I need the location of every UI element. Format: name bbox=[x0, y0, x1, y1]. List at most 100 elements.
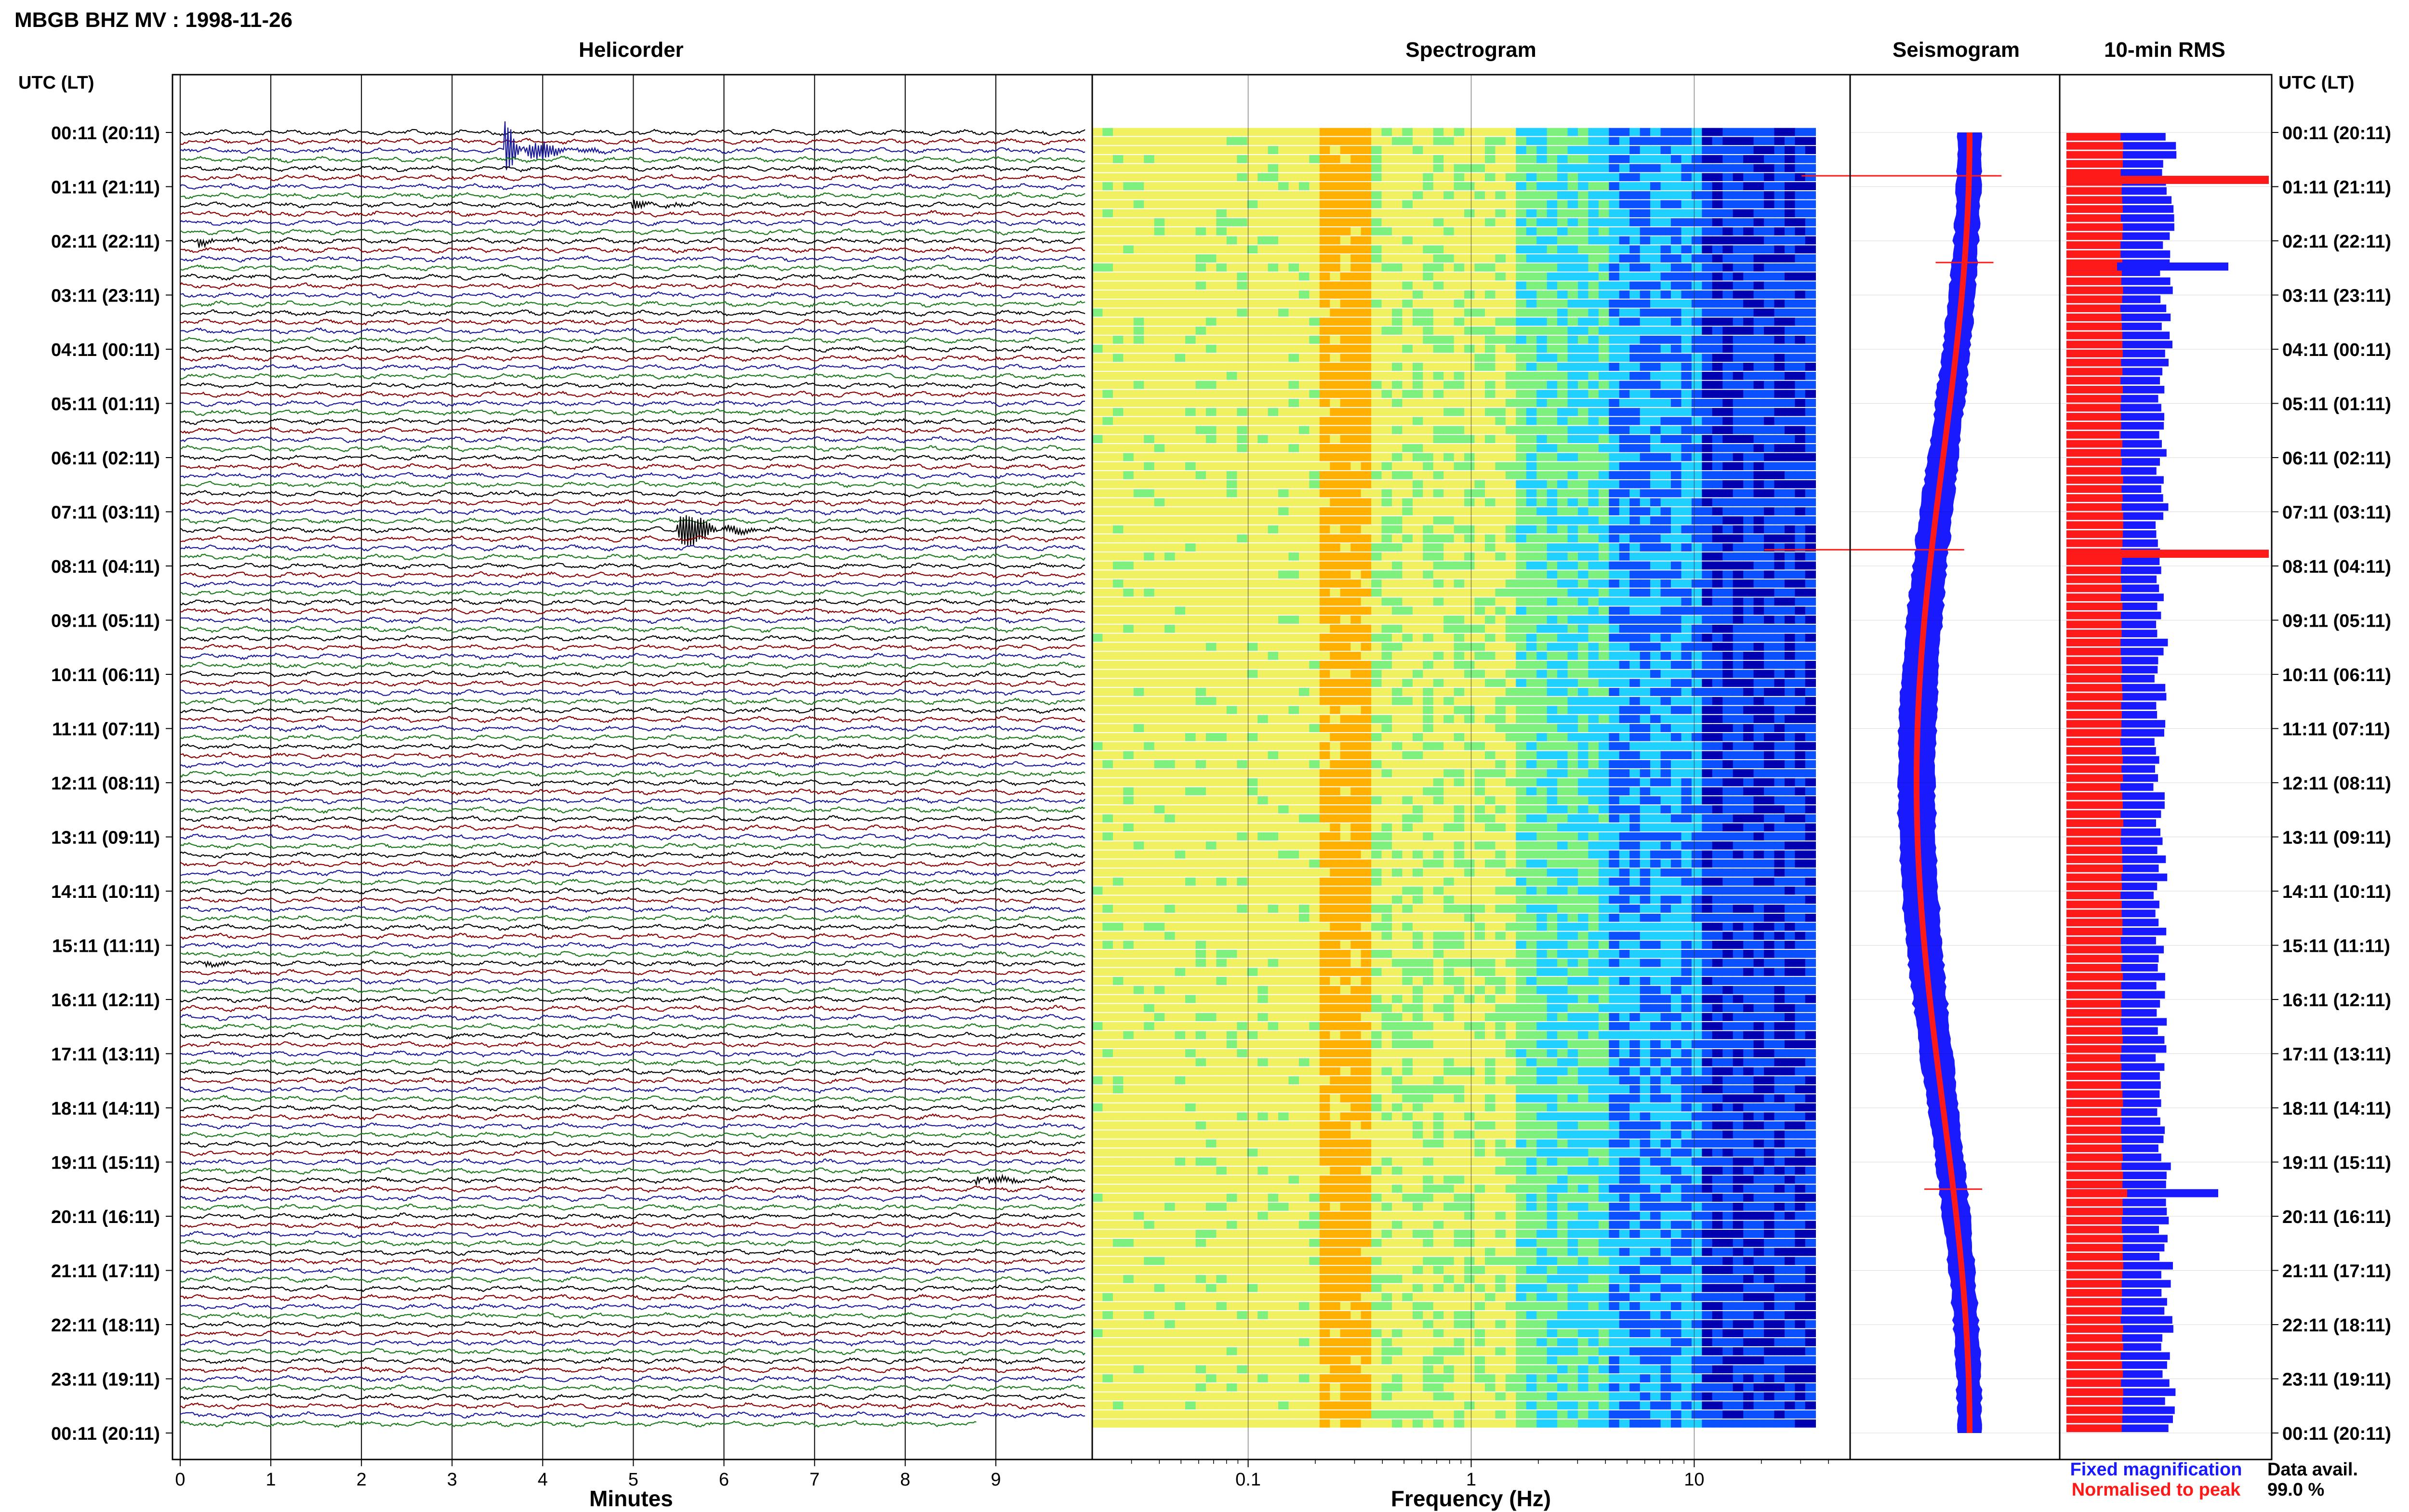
spectrogram-cell bbox=[1454, 164, 1465, 172]
spectrogram-cell bbox=[1195, 489, 1206, 498]
spectrogram-cell bbox=[1485, 471, 1496, 479]
spectrogram-cell bbox=[1319, 543, 1330, 552]
spectrogram-cell bbox=[1257, 652, 1269, 660]
spectrogram-cell bbox=[1133, 146, 1144, 154]
spectrogram-cell bbox=[1371, 344, 1382, 353]
spectrogram-cell bbox=[1144, 769, 1155, 777]
spectrogram-cell bbox=[1144, 552, 1155, 561]
spectrogram-cell bbox=[1309, 327, 1320, 335]
spectrogram-cell bbox=[1671, 381, 1682, 389]
spectrogram-cell bbox=[1712, 290, 1723, 299]
spectrogram-cell bbox=[1371, 742, 1382, 750]
spectrogram-cell bbox=[1165, 263, 1176, 272]
spectrogram-cell bbox=[1671, 209, 1682, 218]
spectrogram-cell bbox=[1205, 633, 1217, 642]
spectrogram-cell bbox=[1123, 317, 1134, 326]
spectrogram-cell bbox=[1516, 715, 1527, 723]
spectrogram-cell bbox=[1102, 435, 1113, 443]
spectrogram-cell bbox=[1350, 327, 1362, 335]
spectrogram-cell bbox=[1402, 579, 1413, 588]
spectrogram-cell bbox=[1753, 218, 1764, 226]
spectrogram-cell bbox=[1350, 381, 1362, 389]
spectrogram-cell bbox=[1092, 453, 1103, 461]
spectrogram-cell bbox=[1350, 128, 1362, 136]
spectrogram-cell bbox=[1691, 670, 1703, 678]
spectrogram-cell bbox=[1226, 344, 1237, 353]
spectrogram-cell bbox=[1144, 263, 1155, 272]
spectrogram-cell bbox=[1175, 552, 1186, 561]
spectrogram-cell bbox=[1298, 381, 1310, 389]
spectrogram-cell bbox=[1454, 263, 1465, 272]
spectrogram-cell bbox=[1785, 408, 1796, 416]
panel-title-seismogram: Seismogram bbox=[1893, 38, 2020, 62]
spectrogram-cell bbox=[1557, 471, 1568, 479]
spectrogram-cell bbox=[1247, 688, 1258, 696]
spectrogram-cell bbox=[1319, 371, 1330, 380]
spectrogram-cell bbox=[1702, 579, 1713, 588]
spectrogram-cell bbox=[1144, 453, 1155, 461]
spectrogram-cell bbox=[1464, 371, 1475, 380]
spectrogram-cell bbox=[1361, 200, 1372, 209]
spectrogram-cell bbox=[1340, 417, 1351, 425]
spectrogram-cell bbox=[1195, 327, 1206, 335]
spectrogram-cell bbox=[1609, 453, 1620, 461]
spectrogram-cell bbox=[1195, 633, 1206, 642]
spectrogram-cell bbox=[1288, 146, 1299, 154]
spectrogram-cell bbox=[1722, 760, 1734, 768]
spectrogram-cell bbox=[1381, 670, 1392, 678]
spectrogram-cell bbox=[1268, 579, 1279, 588]
spectrogram-cell bbox=[1464, 227, 1475, 236]
spectrogram-cell bbox=[1216, 724, 1227, 732]
spectrogram-cell bbox=[1423, 597, 1434, 606]
spectrogram-cell bbox=[1112, 182, 1124, 190]
spectrogram-cell bbox=[1268, 652, 1279, 660]
spectrogram-cell bbox=[1392, 281, 1403, 290]
spectrogram-cell bbox=[1609, 660, 1620, 669]
spectrogram-cell bbox=[1526, 561, 1537, 570]
spectrogram-cell bbox=[1660, 462, 1671, 471]
spectrogram-cell bbox=[1785, 462, 1796, 471]
spectrogram-cell bbox=[1671, 715, 1682, 723]
spectrogram-cell bbox=[1216, 263, 1227, 272]
spectrogram-cell bbox=[1412, 462, 1424, 471]
spectrogram-cell bbox=[1195, 281, 1206, 290]
spectrogram-cell bbox=[1753, 408, 1764, 416]
spectrogram-cell bbox=[1526, 399, 1537, 407]
spectrogram-cell bbox=[1774, 200, 1785, 209]
spectrogram-cell bbox=[1298, 146, 1310, 154]
spectrogram-cell bbox=[1185, 146, 1196, 154]
spectrogram-cell bbox=[1629, 480, 1641, 488]
spectrogram-cell bbox=[1733, 697, 1744, 705]
spectrogram-cell bbox=[1123, 552, 1134, 561]
spectrogram-cell bbox=[1205, 263, 1217, 272]
spectrogram-cell bbox=[1609, 516, 1620, 525]
spectrogram-cell bbox=[1547, 354, 1558, 362]
spectrogram-cell bbox=[1154, 236, 1165, 245]
spectrogram-cell bbox=[1681, 715, 1692, 723]
spectrogram-cell bbox=[1609, 579, 1620, 588]
spectrogram-cell bbox=[1619, 173, 1630, 182]
spectrogram-cell bbox=[1795, 435, 1806, 443]
spectrogram-cell bbox=[1598, 616, 1610, 624]
spectrogram-cell bbox=[1133, 363, 1144, 371]
spectrogram-cell bbox=[1702, 733, 1713, 741]
spectrogram-cell bbox=[1578, 335, 1589, 344]
spectrogram-cell bbox=[1650, 371, 1661, 380]
spectrogram-cell bbox=[1650, 390, 1661, 398]
spectrogram-cell bbox=[1619, 137, 1630, 145]
spectrogram-cell bbox=[1671, 128, 1682, 136]
spectrogram-cell bbox=[1629, 191, 1641, 199]
spectrogram-cell bbox=[1257, 525, 1269, 534]
spectrogram-cell bbox=[1795, 272, 1806, 281]
spectrogram-cell bbox=[1371, 643, 1382, 651]
spectrogram-cell bbox=[1392, 354, 1403, 362]
spectrogram-cell bbox=[1175, 742, 1186, 750]
spectrogram-cell bbox=[1102, 308, 1113, 317]
spectrogram-cell bbox=[1330, 715, 1341, 723]
spectrogram-cell bbox=[1722, 182, 1734, 190]
spectrogram-cell bbox=[1681, 724, 1692, 732]
spectrogram-cell bbox=[1092, 390, 1103, 398]
spectrogram-cell bbox=[1433, 652, 1444, 660]
spectrogram-cell bbox=[1330, 561, 1341, 570]
spectrogram-cell bbox=[1123, 616, 1134, 624]
